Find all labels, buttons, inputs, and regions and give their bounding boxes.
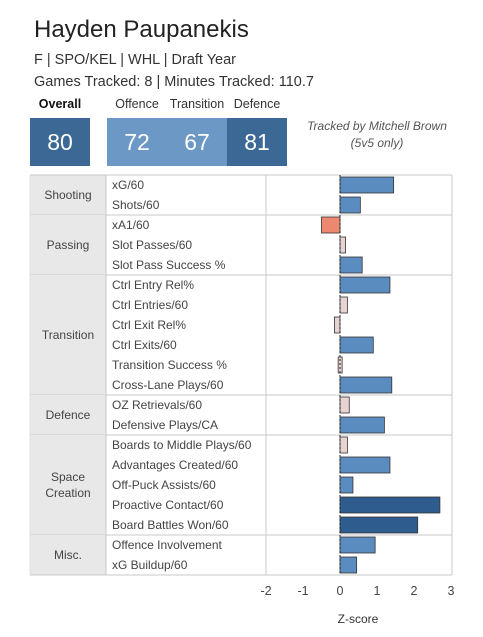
- category-bg: [30, 535, 106, 575]
- bar: [339, 556, 358, 574]
- bar: [339, 496, 441, 514]
- bar: [339, 396, 350, 414]
- category-label: Shooting: [44, 188, 91, 202]
- category-label: Space: [51, 470, 85, 484]
- category-bg: [30, 275, 106, 395]
- metric-label: Slot Passes/60: [112, 238, 192, 252]
- bar: [339, 376, 393, 394]
- category-label: Passing: [47, 238, 90, 252]
- metric-label: xA1/60: [112, 218, 150, 232]
- metric-label: Offence Involvement: [112, 538, 223, 552]
- metric-label: xG/60: [112, 178, 144, 192]
- bar: [339, 536, 376, 554]
- transition-label: Transition: [169, 97, 225, 111]
- category-bg: [30, 435, 106, 535]
- bar: [339, 296, 348, 314]
- category-label: Creation: [45, 486, 90, 500]
- x-tick-label: 2: [411, 584, 418, 598]
- bar: [321, 216, 341, 234]
- category-label: Transition: [42, 328, 94, 342]
- metric-label: Board Battles Won/60: [112, 518, 229, 532]
- bar: [339, 176, 395, 194]
- metric-label: xG Buildup/60: [112, 558, 188, 572]
- x-axis-label: Z-score: [338, 612, 379, 626]
- offence-score-tile: 72: [107, 118, 167, 166]
- defence-score-tile: 81: [227, 118, 287, 166]
- transition-score-tile: 67: [167, 118, 227, 166]
- bar: [339, 436, 348, 454]
- metric-label: Proactive Contact/60: [112, 498, 224, 512]
- metric-label: Shots/60: [112, 198, 160, 212]
- category-bg: [30, 395, 106, 435]
- metric-label: Cross-Lane Plays/60: [112, 378, 224, 392]
- x-tick-label: -1: [297, 584, 308, 598]
- metric-label: Transition Success %: [112, 358, 227, 372]
- player-info: F | SPO/KEL | WHL | Draft Year: [34, 52, 237, 68]
- metric-label: Advantages Created/60: [112, 458, 238, 472]
- offence-label: Offence: [115, 97, 159, 111]
- metric-label: Ctrl Exits/60: [112, 338, 177, 352]
- bar: [339, 256, 363, 274]
- defence-label: Defence: [233, 97, 281, 111]
- metric-label: Off-Puck Assists/60: [112, 478, 216, 492]
- category-label: Misc.: [54, 548, 82, 562]
- x-tick-label: 3: [448, 584, 455, 598]
- bar: [334, 316, 341, 334]
- metric-label: Ctrl Exit Rel%: [112, 318, 186, 332]
- x-tick-label: 0: [337, 584, 344, 598]
- metric-label: Ctrl Entry Rel%: [112, 278, 194, 292]
- tracked-by-note: Tracked by Mitchell Brown (5v5 only): [307, 119, 447, 150]
- overall-label: Overall: [38, 97, 82, 111]
- category-label: Defence: [46, 408, 91, 422]
- bar: [339, 336, 374, 354]
- category-bg: [30, 215, 106, 275]
- overall-score-tile: 80: [30, 118, 90, 166]
- bar: [339, 276, 391, 294]
- metric-label: OZ Retrievals/60: [112, 398, 202, 412]
- bar: [339, 236, 346, 254]
- metric-label: Boards to Middle Plays/60: [112, 438, 252, 452]
- bar: [339, 476, 354, 494]
- bar: [339, 196, 361, 214]
- metric-label: Slot Pass Success %: [112, 258, 226, 272]
- x-tick-label: 1: [374, 584, 381, 598]
- tracking-summary: Games Tracked: 8 | Minutes Tracked: 110.…: [34, 74, 314, 90]
- bar: [339, 516, 419, 534]
- category-bg: [30, 175, 106, 215]
- metric-label: Ctrl Entries/60: [112, 298, 188, 312]
- bar: [339, 456, 391, 474]
- bar: [339, 416, 385, 434]
- metric-label: Defensive Plays/CA: [112, 418, 218, 432]
- player-name: Hayden Paupanekis: [34, 16, 249, 43]
- x-tick-label: -2: [260, 584, 271, 598]
